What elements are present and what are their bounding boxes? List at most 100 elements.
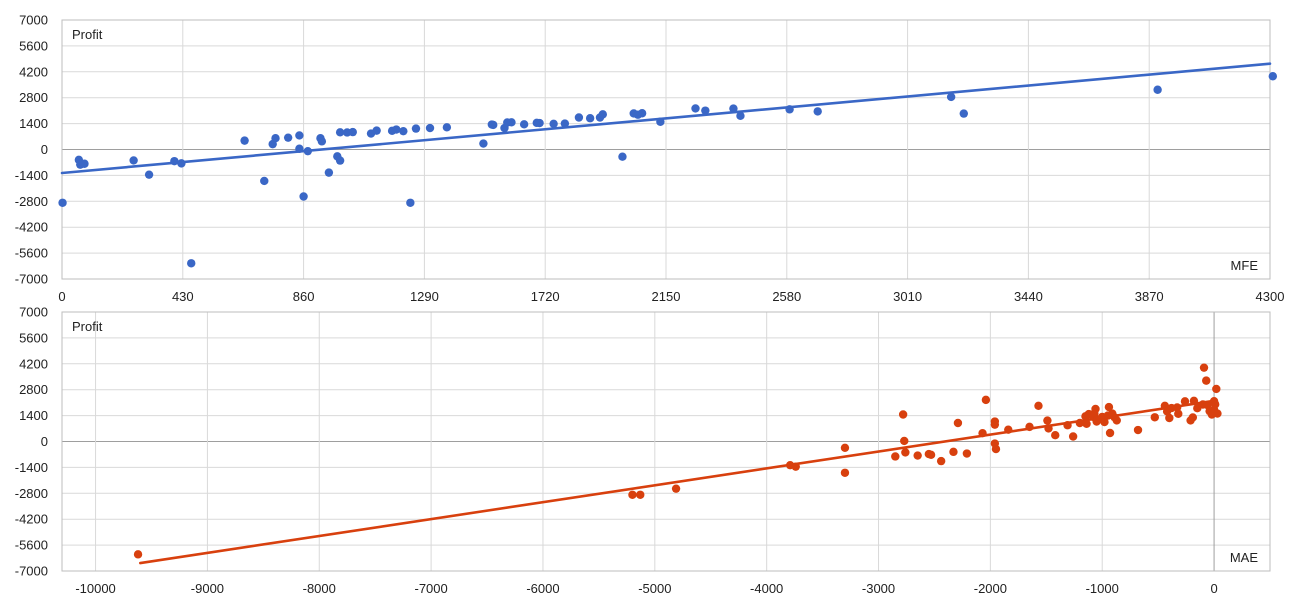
data-point[interactable]	[813, 107, 822, 116]
data-point[interactable]	[1213, 409, 1222, 418]
data-point[interactable]	[411, 124, 421, 133]
data-point[interactable]	[1268, 72, 1278, 81]
data-point[interactable]	[1188, 413, 1198, 422]
data-point[interactable]	[348, 127, 357, 137]
data-point[interactable]	[618, 152, 627, 161]
data-point[interactable]	[1174, 409, 1183, 418]
data-point[interactable]	[1180, 397, 1190, 406]
data-point[interactable]	[372, 126, 381, 135]
data-point[interactable]	[1091, 404, 1100, 414]
data-point[interactable]	[691, 104, 700, 113]
data-point[interactable]	[560, 119, 570, 128]
data-point[interactable]	[926, 450, 936, 460]
data-point[interactable]	[58, 198, 67, 207]
data-point[interactable]	[1189, 396, 1199, 405]
data-point[interactable]	[637, 109, 647, 118]
data-point[interactable]	[392, 125, 401, 134]
data-point[interactable]	[736, 111, 745, 121]
data-point[interactable]	[177, 159, 186, 168]
data-point[interactable]	[898, 410, 908, 419]
data-point[interactable]	[129, 156, 138, 165]
data-point[interactable]	[1112, 416, 1121, 425]
data-point[interactable]	[1044, 424, 1053, 433]
data-point[interactable]	[1199, 363, 1209, 372]
data-point[interactable]	[283, 133, 293, 142]
data-point[interactable]	[990, 420, 1000, 429]
data-point[interactable]	[425, 123, 435, 133]
data-point[interactable]	[187, 259, 196, 268]
data-point[interactable]	[913, 451, 922, 460]
data-point[interactable]	[701, 106, 710, 115]
data-point[interactable]	[978, 428, 987, 438]
data-point[interactable]	[901, 448, 910, 457]
data-point[interactable]	[1043, 416, 1052, 425]
data-point[interactable]	[507, 118, 516, 127]
data-point[interactable]	[144, 170, 154, 179]
data-point[interactable]	[1068, 432, 1078, 441]
data-point[interactable]	[949, 447, 958, 457]
data-point[interactable]	[656, 117, 665, 126]
data-point[interactable]	[1063, 421, 1072, 430]
data-point[interactable]	[535, 118, 544, 128]
data-point[interactable]	[671, 484, 681, 493]
y-tick-label: -5600	[15, 246, 48, 261]
data-point[interactable]	[80, 159, 89, 168]
data-point[interactable]	[519, 120, 529, 129]
data-point[interactable]	[324, 168, 334, 177]
data-point[interactable]	[1212, 384, 1221, 394]
data-point[interactable]	[946, 92, 956, 102]
data-point[interactable]	[1004, 425, 1013, 434]
data-point[interactable]	[1025, 422, 1034, 432]
data-point[interactable]	[598, 110, 607, 119]
data-point[interactable]	[636, 490, 645, 499]
data-point[interactable]	[295, 144, 304, 153]
data-point[interactable]	[317, 137, 327, 146]
data-point[interactable]	[962, 449, 972, 458]
data-point[interactable]	[170, 156, 179, 166]
data-point[interactable]	[1172, 403, 1182, 412]
data-point[interactable]	[240, 136, 249, 145]
data-point[interactable]	[335, 156, 345, 165]
data-point[interactable]	[959, 109, 968, 118]
data-point[interactable]	[1165, 413, 1174, 423]
data-point[interactable]	[791, 462, 800, 471]
data-point[interactable]	[585, 114, 595, 123]
data-point[interactable]	[1082, 419, 1091, 428]
data-point[interactable]	[335, 128, 345, 137]
data-point[interactable]	[1133, 425, 1143, 435]
data-point[interactable]	[479, 139, 488, 148]
data-point[interactable]	[1051, 431, 1060, 440]
data-point[interactable]	[628, 490, 637, 499]
data-point[interactable]	[936, 456, 946, 466]
data-point[interactable]	[574, 113, 584, 122]
data-point[interactable]	[1210, 400, 1220, 409]
data-point[interactable]	[981, 395, 991, 405]
data-point[interactable]	[1150, 413, 1159, 422]
data-point[interactable]	[1202, 376, 1211, 385]
data-point[interactable]	[840, 443, 850, 452]
data-point[interactable]	[299, 192, 308, 201]
data-point[interactable]	[489, 120, 498, 130]
data-point[interactable]	[1104, 402, 1114, 412]
data-point[interactable]	[891, 452, 900, 461]
data-point[interactable]	[133, 550, 143, 559]
data-point[interactable]	[785, 105, 794, 114]
data-point[interactable]	[1153, 85, 1162, 94]
data-point[interactable]	[953, 418, 963, 428]
data-point[interactable]	[729, 104, 738, 113]
data-point[interactable]	[1105, 428, 1115, 438]
data-point[interactable]	[442, 123, 452, 132]
data-point[interactable]	[295, 131, 304, 140]
data-point[interactable]	[549, 119, 558, 128]
data-point[interactable]	[271, 134, 280, 143]
data-point[interactable]	[1100, 417, 1109, 427]
data-point[interactable]	[1034, 401, 1043, 410]
data-point[interactable]	[1075, 418, 1085, 428]
data-point[interactable]	[991, 444, 1001, 454]
data-point[interactable]	[840, 468, 850, 477]
data-point[interactable]	[260, 176, 269, 186]
data-point[interactable]	[303, 146, 313, 156]
data-point[interactable]	[406, 198, 415, 207]
data-point[interactable]	[399, 126, 408, 136]
data-point[interactable]	[900, 436, 909, 446]
